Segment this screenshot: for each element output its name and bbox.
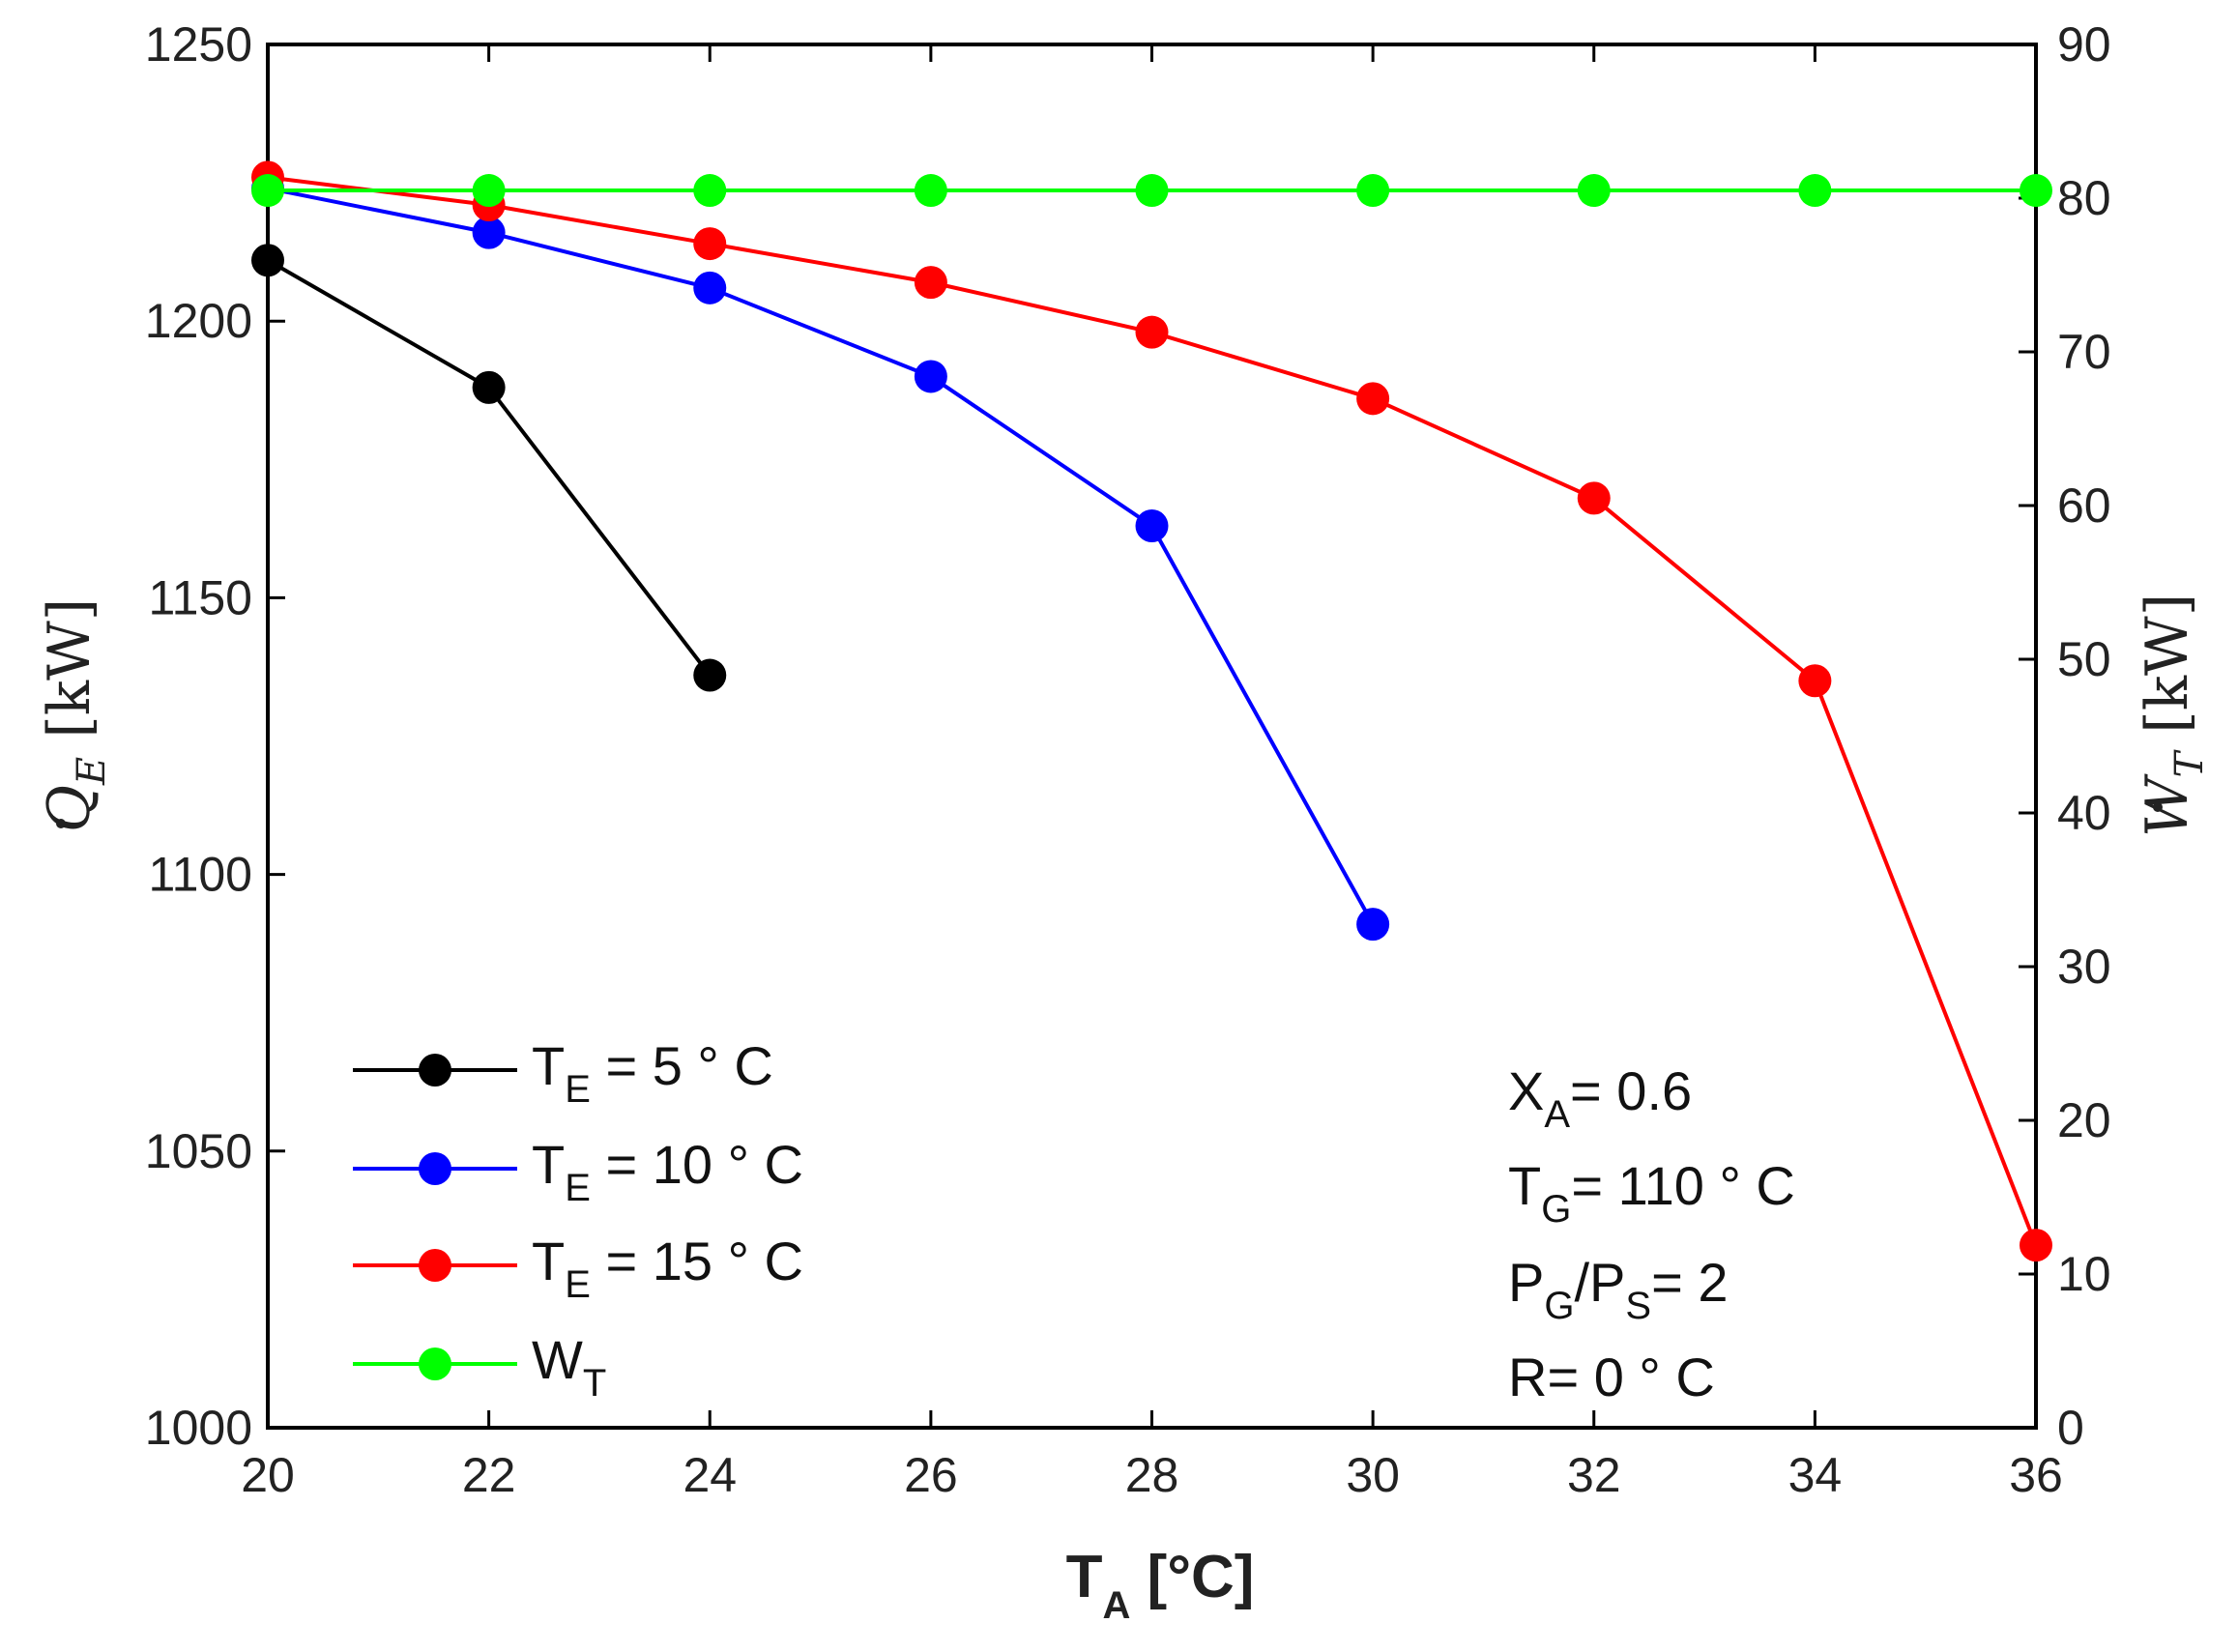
data-point-te15 <box>693 227 727 261</box>
legend-marker-te10 <box>419 1152 451 1185</box>
legend-marker-te15 <box>419 1249 451 1282</box>
annotation-xa: XA= 0.6 <box>1508 1060 1692 1136</box>
data-point-te10 <box>1356 908 1390 942</box>
series-te15 <box>251 160 2052 1262</box>
legend-label-te15: TE = 15 ° C <box>532 1231 803 1306</box>
y-left-tick-label: 1100 <box>148 848 252 902</box>
y-axis-right-title: WT [kW] <box>2134 594 2212 837</box>
q-dot-accent <box>56 819 66 828</box>
legend-label-wt: WT <box>532 1329 606 1405</box>
series-te5 <box>251 244 727 692</box>
data-point-te5 <box>251 244 284 277</box>
series-line-te10 <box>267 186 1375 926</box>
y-left-tick-label: 1250 <box>145 17 252 72</box>
y-left-tick-label: 1200 <box>145 294 252 348</box>
data-point-te10 <box>472 216 506 249</box>
y-right-tick-label: 60 <box>2057 478 2111 533</box>
y-right-tick-label: 70 <box>2057 325 2111 379</box>
y-right-tick-label: 90 <box>2057 17 2111 72</box>
data-point-te15 <box>1356 382 1390 416</box>
y-axis-left: 1000 1050 1100 1150 1200 1250 <box>145 17 285 1455</box>
data-point-wt <box>1356 174 1390 208</box>
data-point-te5 <box>693 658 727 692</box>
legend-marker-te5 <box>419 1054 451 1087</box>
y-axis-right: 0 10 20 30 40 50 60 70 80 90 <box>2019 17 2111 1455</box>
legend-entry-wt: WT <box>353 1329 606 1405</box>
data-point-te10 <box>1135 508 1169 542</box>
data-point-wt <box>2020 174 2052 208</box>
y-axis-left-title: QE [kW] <box>36 598 114 832</box>
data-point-wt <box>914 174 947 208</box>
legend-entry-te5: TE = 5 ° C <box>353 1035 773 1111</box>
legend-entry-te10: TE = 10 ° C <box>353 1134 803 1209</box>
y-right-tick-label: 20 <box>2057 1093 2111 1147</box>
legend-marker-wt <box>419 1348 451 1380</box>
legend: TE = 5 ° C TE = 10 ° C TE = 15 ° C WT <box>353 1035 803 1405</box>
data-point-te10 <box>693 271 727 304</box>
legend-label-te10: TE = 10 ° C <box>532 1134 803 1209</box>
data-point-wt <box>472 174 506 208</box>
x-tick-label: 30 <box>1346 1448 1400 1502</box>
legend-entry-te15: TE = 15 ° C <box>353 1231 803 1306</box>
data-point-te15 <box>1798 664 1832 698</box>
annotation-block: XA= 0.6 TG= 110 ° C PG/PS= 2 R= 0 ° C <box>1508 1060 1795 1407</box>
x-tick-label: 32 <box>1567 1448 1621 1502</box>
data-point-te15 <box>2020 1229 2052 1262</box>
x-tick-label: 22 <box>462 1448 516 1502</box>
data-point-wt <box>1577 174 1611 208</box>
x-tick-label: 36 <box>2009 1448 2063 1502</box>
y-right-tick-label: 80 <box>2057 171 2111 225</box>
annotation-tg: TG= 110 ° C <box>1508 1155 1795 1231</box>
data-point-te10 <box>914 360 947 393</box>
y-right-tick-label: 10 <box>2057 1247 2111 1301</box>
legend-label-te5: TE = 5 ° C <box>532 1035 773 1111</box>
data-point-wt <box>1798 174 1832 208</box>
x-tick-label: 26 <box>904 1448 958 1502</box>
series-layer <box>251 160 2052 1262</box>
data-point-wt <box>251 174 284 208</box>
annotation-pg-ps: PG/PS= 2 <box>1508 1252 1729 1327</box>
w-dot-accent <box>2153 802 2163 812</box>
y-left-tick-label: 1050 <box>145 1124 252 1178</box>
data-point-te15 <box>1135 315 1169 349</box>
y-right-tick-label: 0 <box>2057 1401 2084 1455</box>
annotation-r: R= 0 ° C <box>1508 1347 1715 1407</box>
x-tick-label: 24 <box>683 1448 737 1502</box>
y-left-tick-label: 1000 <box>145 1401 252 1455</box>
series-te10 <box>251 171 1390 942</box>
y-left-tick-label: 1150 <box>148 570 252 624</box>
data-point-te15 <box>1577 481 1611 515</box>
x-tick-label: 20 <box>241 1448 295 1502</box>
data-point-wt <box>693 174 727 208</box>
data-point-wt <box>1135 174 1169 208</box>
data-point-te15 <box>914 266 947 300</box>
x-tick-label: 34 <box>1788 1448 1843 1502</box>
data-point-te5 <box>472 370 506 404</box>
y-right-tick-label: 40 <box>2057 786 2111 840</box>
x-axis-title: TA [°C] <box>1066 1544 1255 1627</box>
y-right-tick-label: 30 <box>2057 940 2111 994</box>
x-tick-label: 28 <box>1125 1448 1179 1502</box>
x-axis: 20 22 24 26 28 30 32 34 36 <box>241 44 2063 1502</box>
y-right-tick-label: 50 <box>2057 632 2111 686</box>
series-wt <box>251 174 2052 208</box>
